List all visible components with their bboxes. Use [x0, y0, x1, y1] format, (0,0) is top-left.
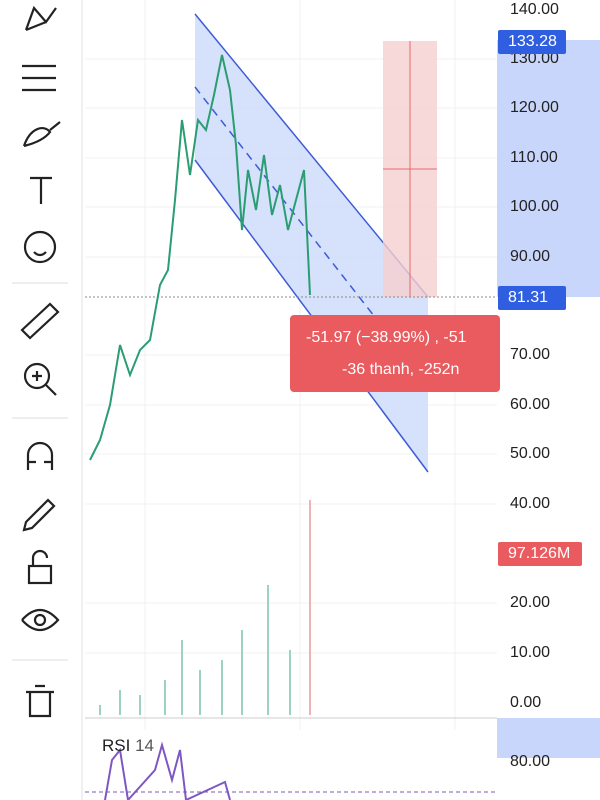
price-label: 140.00: [510, 1, 559, 18]
price-label: 40.00: [510, 495, 551, 512]
volume-badge: 97.126M: [498, 542, 582, 566]
tool-separators: [12, 282, 68, 661]
price-label: 50.00: [510, 445, 551, 462]
high-badge: 133.28: [498, 30, 566, 54]
rsi-name: RSI: [102, 736, 131, 755]
rsi-title: RSI 14: [102, 736, 154, 756]
price-label: 130.00: [510, 50, 559, 67]
measure-text: -36 thanh, -252n: [342, 361, 460, 378]
price-line: [89, 54, 311, 461]
position-zone: [497, 40, 600, 297]
last-price-badge: 81.31: [498, 286, 566, 310]
volume-label: 10.00: [510, 644, 551, 661]
volume: [99, 500, 311, 715]
rsi-zone: [497, 718, 600, 758]
volume-label: 20.00: [510, 594, 551, 611]
rsi-axis-label: 80.00: [510, 753, 551, 770]
price-label: 110.00: [510, 149, 558, 166]
price-label: 90.00: [510, 248, 551, 265]
volume-label: 0.00: [510, 694, 542, 711]
toolbar: [0, 0, 82, 800]
rsi-line: [104, 741, 231, 800]
price-label: 60.00: [510, 396, 551, 413]
price-label: 100.00: [510, 198, 559, 215]
tool-icons: [20, 5, 61, 718]
price-label: 120.00: [510, 99, 559, 116]
rsi-period: 14: [135, 736, 154, 755]
measure-text: -51.97 (−38.99%) , -51: [306, 329, 467, 346]
price-label: 70.00: [510, 346, 551, 363]
measure-tooltip: -51.97 (−38.99%) , -51 -36 thanh, -252n: [290, 315, 500, 392]
